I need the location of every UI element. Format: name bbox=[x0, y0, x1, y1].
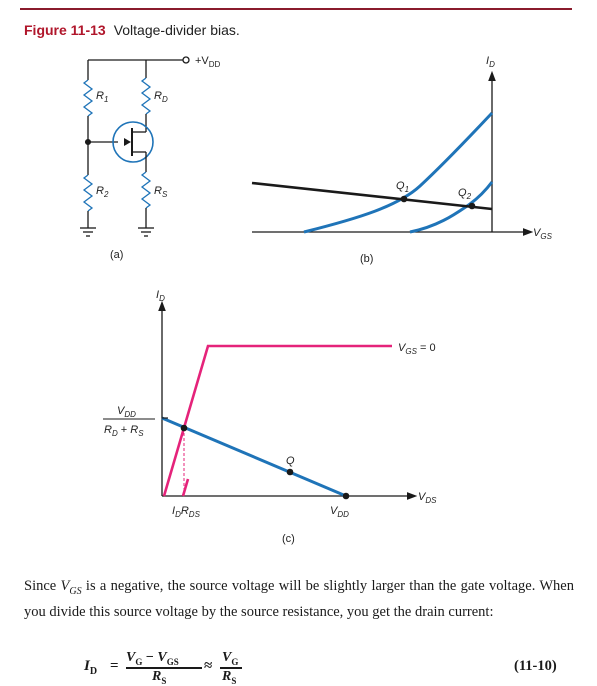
vgs0-curve bbox=[162, 344, 392, 497]
resistor-r1 bbox=[82, 79, 94, 117]
eq-bar2 bbox=[220, 667, 242, 669]
r1-label: R1 bbox=[96, 90, 108, 104]
q-point bbox=[286, 468, 294, 476]
circuit-labels: +VDD R1 RD R2 RS (a) bbox=[96, 55, 221, 261]
q1-label: Q1 bbox=[396, 180, 409, 194]
figure-title: Figure 11-13 Voltage-divider bias. bbox=[24, 22, 240, 38]
eq-lhs: ID bbox=[84, 658, 98, 677]
supply-terminal bbox=[182, 56, 190, 64]
header-rule bbox=[20, 8, 572, 10]
idrds-label: IDRDS bbox=[172, 505, 201, 519]
vdd-point bbox=[342, 492, 350, 500]
vdd-label: VDD bbox=[330, 505, 349, 519]
id-axis-label-c: ID bbox=[156, 289, 165, 303]
caption-c: (c) bbox=[282, 533, 295, 545]
eq-bar1 bbox=[126, 667, 202, 669]
vgs0-label: VGS = 0 bbox=[398, 342, 436, 356]
resistor-rs bbox=[140, 171, 152, 209]
q2-label: Q2 bbox=[458, 187, 472, 201]
eq-equals: = bbox=[110, 658, 119, 674]
supply-label: +VDD bbox=[195, 55, 221, 69]
q2-point bbox=[468, 202, 476, 210]
drain-graph: ID VGS = 0 VDS VDD RD + RS IDRDS Q VDD (… bbox=[103, 289, 437, 545]
bias-line-b bbox=[251, 181, 493, 211]
caption-b: (b) bbox=[360, 253, 373, 265]
fraction-denominator: RD + RS bbox=[104, 424, 144, 438]
id-axis-label-b: ID bbox=[486, 55, 495, 69]
eq-den1: RS bbox=[152, 669, 167, 686]
eq-num1: VG − VGS bbox=[126, 650, 179, 667]
operating-point bbox=[180, 424, 188, 432]
fraction-numerator: VDD bbox=[117, 405, 136, 419]
figure-caption: Voltage-divider bias. bbox=[113, 22, 240, 38]
transfer-graph: Q1 Q2 ID VGS (b) bbox=[251, 55, 553, 265]
q1-point bbox=[400, 195, 408, 203]
transconductance-curve-max bbox=[303, 111, 494, 234]
r2-label: R2 bbox=[96, 185, 109, 199]
rd-label: RD bbox=[154, 90, 168, 104]
resistor-rd bbox=[140, 77, 152, 115]
eq-approx: ≈ bbox=[204, 658, 213, 674]
resistor-r2 bbox=[82, 174, 94, 212]
eq-den2: RS bbox=[222, 669, 237, 686]
eq-num2: VG bbox=[222, 650, 239, 667]
caption-a: (a) bbox=[110, 249, 123, 261]
circuit-diagram bbox=[80, 56, 190, 237]
rs-label: RS bbox=[154, 185, 168, 199]
vds-axis-label: VDS bbox=[418, 491, 437, 505]
figure-number: Figure 11-13 bbox=[24, 22, 106, 38]
jfet-symbol bbox=[112, 121, 154, 163]
equation-number: (11-10) bbox=[514, 658, 557, 674]
body-paragraph: Since VGS is a negative, the source volt… bbox=[24, 578, 574, 620]
vgs-axis-label: VGS bbox=[533, 227, 553, 241]
dc-load-line bbox=[161, 416, 347, 498]
q-label: Q bbox=[286, 455, 295, 467]
